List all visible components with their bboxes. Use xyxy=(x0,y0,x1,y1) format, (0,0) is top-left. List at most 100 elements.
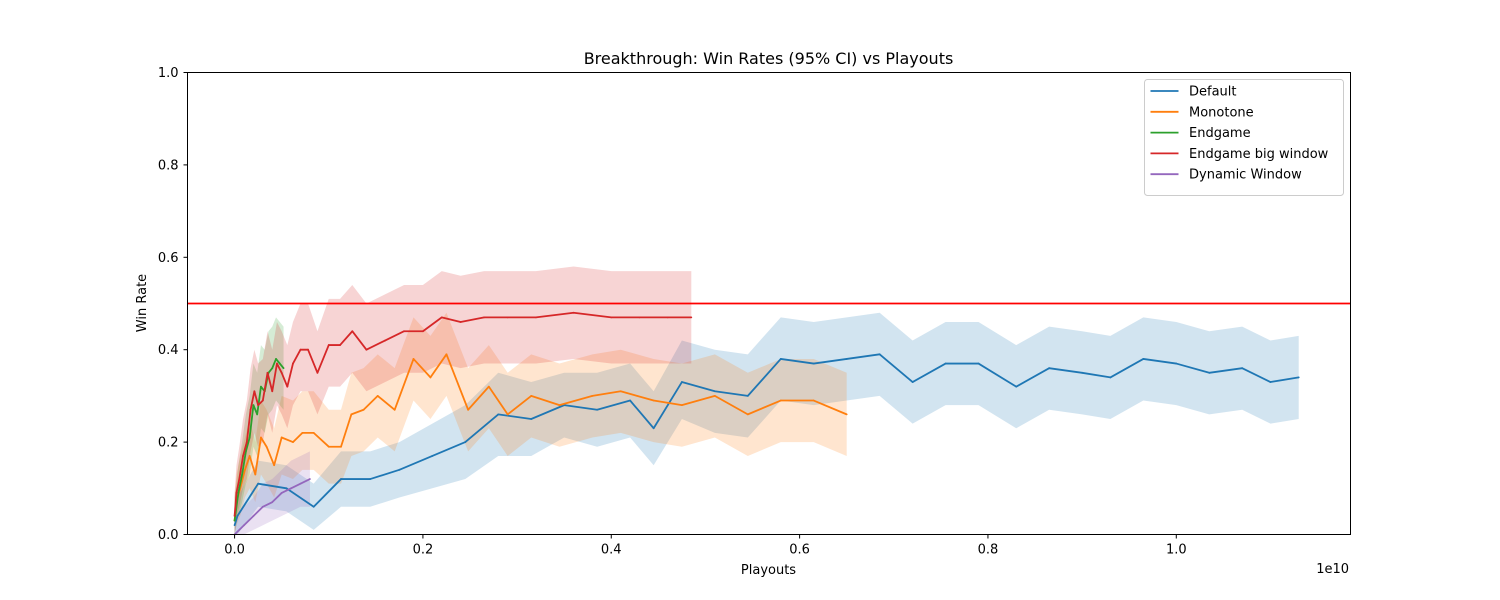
data-point-series-3 xyxy=(690,316,693,319)
x-tick-label: 0.4 xyxy=(601,543,622,558)
data-point-series-3 xyxy=(440,316,443,319)
x-tick-label: 0.6 xyxy=(789,543,810,558)
data-point-series-1 xyxy=(362,408,365,411)
data-point-series-2 xyxy=(248,436,251,439)
x-tick-label: 1.0 xyxy=(1166,543,1187,558)
x-axis: 0.0 0.2 0.4 0.6 0.8 1.0 xyxy=(224,534,1187,558)
data-point-series-3 xyxy=(339,344,341,346)
data-point-series-1 xyxy=(652,399,655,402)
data-point-series-0 xyxy=(1208,371,1211,374)
data-point-series-0 xyxy=(629,399,631,402)
data-point-series-3 xyxy=(610,316,613,319)
ci-band-series-3 xyxy=(234,266,692,535)
data-point-series-1 xyxy=(812,399,815,402)
legend-label-1: Monotone xyxy=(1189,105,1254,120)
data-point-series-3 xyxy=(286,385,289,388)
data-point-series-1 xyxy=(487,385,490,388)
data-point-series-1 xyxy=(506,413,509,416)
data-point-series-1 xyxy=(558,404,561,407)
data-point-series-0 xyxy=(1269,381,1272,383)
series-line-0 xyxy=(233,353,1299,526)
data-point-series-3 xyxy=(351,330,354,333)
ci-band-series-0 xyxy=(234,312,1299,535)
chart-title: Breakthrough: Win Rates (95% CI) vs Play… xyxy=(584,49,954,68)
data-point-series-1 xyxy=(393,408,396,411)
data-point-series-1 xyxy=(376,395,379,397)
data-point-series-3 xyxy=(638,316,641,319)
y-tick-label: 0.0 xyxy=(158,528,179,543)
data-point-series-1 xyxy=(292,441,294,443)
data-point-series-3 xyxy=(299,348,302,351)
y-tick-label: 0.2 xyxy=(158,436,179,451)
series-line-1 xyxy=(233,353,848,521)
data-point-series-0 xyxy=(312,505,315,508)
data-point-series-3 xyxy=(506,316,509,319)
data-point-series-1 xyxy=(713,395,716,397)
data-point-series-3 xyxy=(483,316,486,319)
data-point-series-0 xyxy=(845,358,848,360)
data-point-series-2 xyxy=(282,367,285,370)
data-point-series-1 xyxy=(327,445,330,448)
data-point-series-0 xyxy=(977,362,980,365)
data-point-series-1 xyxy=(244,468,246,471)
data-point-series-3 xyxy=(292,362,294,365)
data-point-series-3 xyxy=(261,399,264,402)
data-point-series-4 xyxy=(280,492,283,494)
data-point-series-1 xyxy=(273,464,276,467)
data-point-series-2 xyxy=(256,413,259,416)
data-point-series-3 xyxy=(238,478,241,480)
data-point-series-3 xyxy=(249,408,252,411)
data-point-series-2 xyxy=(237,492,240,494)
data-point-series-1 xyxy=(845,413,848,416)
data-point-series-1 xyxy=(429,376,432,379)
data-point-series-0 xyxy=(285,487,288,490)
data-point-series-0 xyxy=(680,381,683,383)
data-point-series-3 xyxy=(245,441,248,443)
data-point-series-0 xyxy=(713,390,716,393)
data-point-series-3 xyxy=(280,371,283,374)
data-point-series-1 xyxy=(591,395,594,397)
data-point-series-1 xyxy=(280,436,283,439)
data-point-series-2 xyxy=(275,358,277,360)
data-point-series-3 xyxy=(459,321,462,323)
data-point-series-3 xyxy=(572,311,575,314)
data-point-series-0 xyxy=(878,353,881,356)
data-point-series-0 xyxy=(652,427,655,430)
legend: Default Monotone Endgame Endgame big window… xyxy=(1144,79,1344,196)
data-point-series-1 xyxy=(350,413,353,416)
x-tick-label: 0.0 xyxy=(224,543,245,558)
data-point-series-3 xyxy=(271,390,274,393)
data-point-series-0 xyxy=(236,515,239,517)
data-point-series-1 xyxy=(248,455,251,457)
data-point-series-3 xyxy=(276,362,278,365)
data-point-series-2 xyxy=(244,450,247,453)
data-point-series-0 xyxy=(1048,367,1051,370)
series-line-2 xyxy=(233,358,285,521)
data-point-series-0 xyxy=(1142,358,1145,360)
legend-label-3: Endgame big window xyxy=(1189,147,1329,162)
y-tick-label: 0.8 xyxy=(158,158,179,173)
data-point-series-3 xyxy=(307,348,309,351)
data-point-series-3 xyxy=(403,330,405,333)
data-point-series-1 xyxy=(530,395,533,397)
data-point-series-3 xyxy=(316,371,319,374)
data-point-series-0 xyxy=(369,478,372,480)
data-point-series-3 xyxy=(233,515,236,517)
data-point-series-4 xyxy=(299,482,302,485)
data-point-series-1 xyxy=(340,445,342,448)
data-point-series-2 xyxy=(233,519,236,522)
data-point-series-4 xyxy=(252,515,255,517)
data-point-series-0 xyxy=(340,478,342,480)
x-tick-label: 0.8 xyxy=(978,543,999,558)
data-point-series-4 xyxy=(261,505,264,508)
x-tick-label: 0.2 xyxy=(413,543,434,558)
data-point-series-0 xyxy=(497,413,500,416)
y-tick-label: 0.6 xyxy=(158,251,179,266)
data-point-series-4 xyxy=(309,478,311,480)
y-axis: 0.0 0.2 0.4 0.6 0.8 1.0 xyxy=(158,66,188,543)
data-point-series-0 xyxy=(431,455,434,457)
data-point-series-3 xyxy=(422,330,424,333)
data-point-series-3 xyxy=(266,371,269,374)
data-point-series-3 xyxy=(384,339,387,342)
